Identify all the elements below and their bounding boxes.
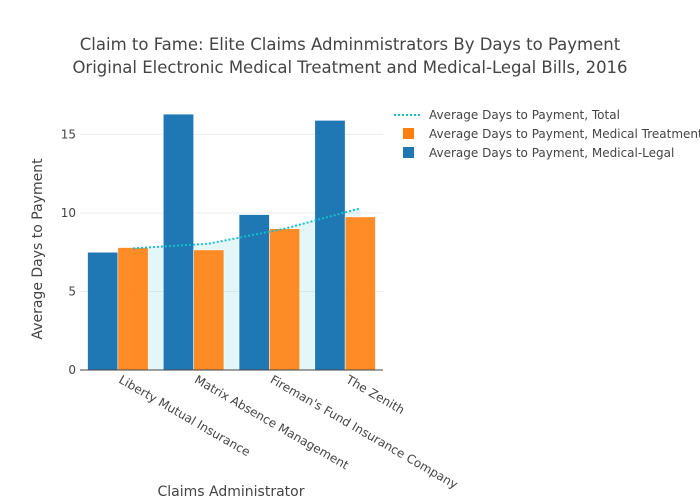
y-tick-label: 10: [61, 206, 76, 220]
x-tick-label: Matrix Absence Management: [192, 372, 351, 472]
legend-item[interactable]: Average Days to Payment, Medical-Legal: [403, 146, 674, 160]
y-tick-label: 15: [61, 128, 76, 142]
y-axis-title: Average Days to Payment: [30, 158, 46, 340]
x-tick-label: The Zenith: [343, 372, 407, 417]
y-tick-labels: 0 5 10 15: [61, 128, 76, 377]
total-line: [132, 207, 361, 250]
x-tick-label: Liberty Mutual Insurance: [116, 372, 252, 459]
bar-medical-legal[interactable]: [163, 113, 194, 371]
chart-title: Claim to Fame: Elite Claims Adminmistrat…: [72, 35, 627, 77]
chart-title-line-1: Claim to Fame: Elite Claims Adminmistrat…: [80, 35, 621, 54]
legend-item[interactable]: Average Days to Payment, Medical Treatme…: [403, 127, 700, 141]
x-axis-title: Claims Administrator: [158, 484, 305, 500]
legend-label: Average Days to Payment, Total: [429, 108, 620, 122]
bar-medical-treatment[interactable]: [269, 228, 300, 371]
bar-medical-legal[interactable]: [314, 120, 346, 371]
bars: [87, 113, 376, 371]
bar-medical-treatment[interactable]: [344, 216, 376, 371]
y-tick-label: 0: [68, 363, 76, 377]
legend-label: Average Days to Payment, Medical Treatme…: [429, 127, 700, 141]
legend[interactable]: Average Days to Payment, Total Average Da…: [394, 108, 700, 160]
y-tick-label: 5: [68, 285, 76, 299]
total-line-path: [132, 207, 361, 250]
legend-swatch-box: [403, 147, 414, 158]
bar-medical-legal[interactable]: [87, 252, 119, 371]
bar-medical-treatment[interactable]: [193, 249, 225, 371]
legend-swatch-box: [403, 128, 414, 139]
bar-medical-legal[interactable]: [238, 214, 270, 371]
chart-title-line-2: Original Electronic Medical Treatment an…: [72, 58, 627, 77]
bar-medical-treatment[interactable]: [117, 247, 149, 371]
legend-item[interactable]: Average Days to Payment, Total: [394, 108, 620, 122]
legend-label: Average Days to Payment, Medical-Legal: [429, 146, 674, 160]
